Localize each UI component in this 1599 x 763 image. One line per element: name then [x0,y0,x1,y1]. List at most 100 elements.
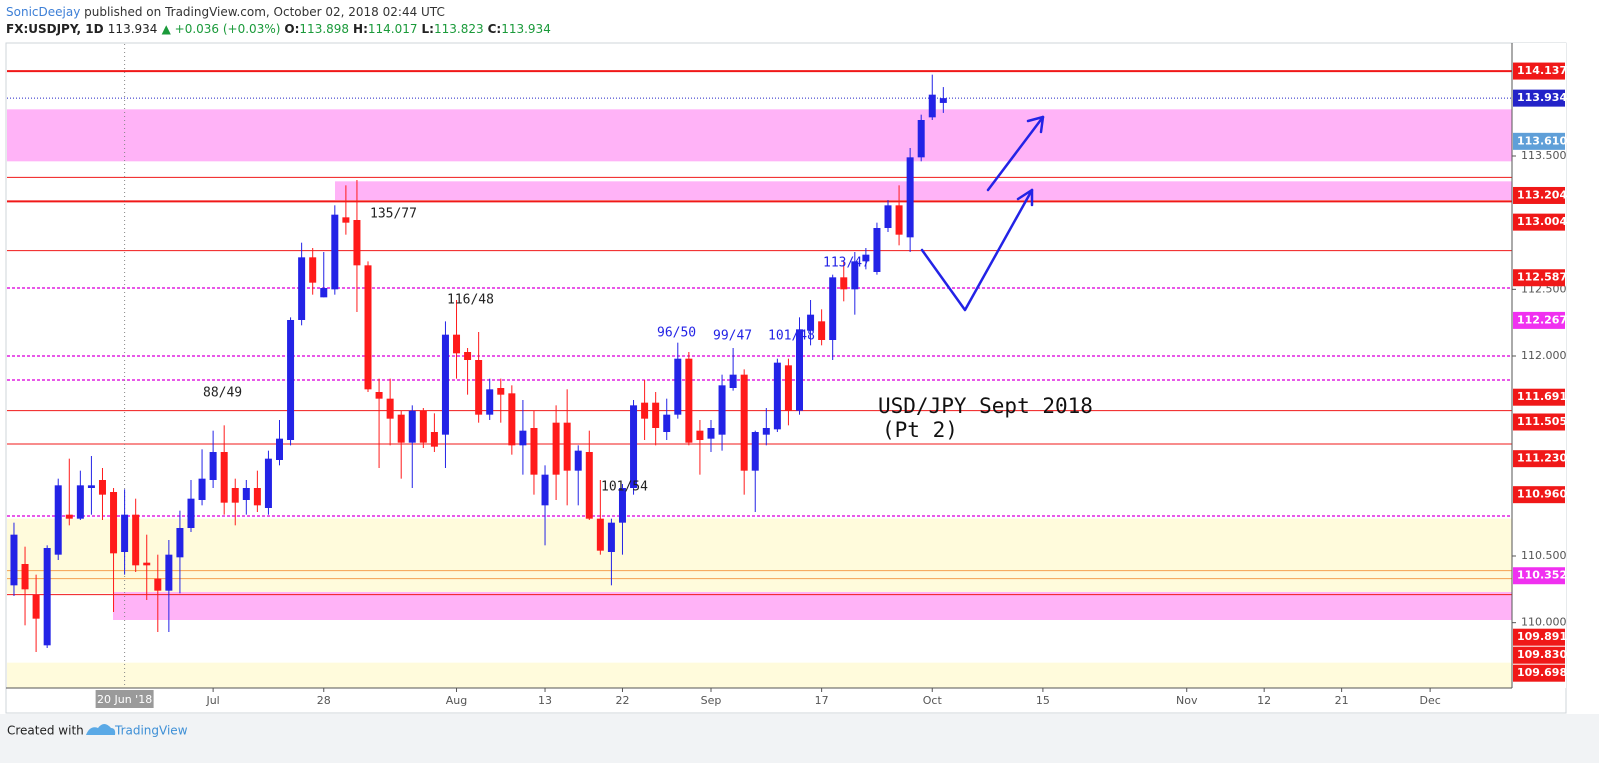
axes: 113.500112.500112.000110.500110.000114.1… [95,43,1567,708]
candle-body [54,485,62,555]
price-label: 111.691 [1517,390,1567,403]
x-tick-label: 15 [1036,694,1050,707]
candle-body [32,594,40,619]
x-tick-label: Nov [1176,694,1198,707]
candle-body [287,320,295,440]
candle-body [729,374,737,388]
candle-body [740,374,748,471]
header-line-1: SonicDeejay published on TradingView.com… [6,5,445,19]
candle-body [275,438,283,460]
x-tick-label: 22 [615,694,629,707]
candle-body [143,562,151,566]
candle-body [696,430,704,440]
price-label-bg [1513,213,1565,231]
candle-body [630,405,638,488]
footer-brand[interactable]: TradingView [114,724,188,738]
candle-body [563,422,571,471]
zone [7,518,1512,594]
y-tick-label: 110.500 [1521,549,1567,562]
candle-body [607,522,615,552]
candle-body [419,410,427,443]
candle-body [165,554,173,591]
candle-body [364,265,372,390]
y-tick-label: 113.500 [1521,149,1567,162]
annotation: 96/50 [657,326,696,341]
candle-body [331,214,339,290]
candle-body [829,277,837,340]
candle-body [110,492,118,554]
price-label-bg [1513,628,1565,646]
change: ▲ +0.036 (+0.03%) [162,22,281,36]
price-label: 110.352 [1517,569,1567,582]
candle-body [121,514,129,552]
candle-body [762,428,770,435]
price-label-bg [1513,664,1565,682]
candle-body [253,488,261,506]
x-tick-label: 13 [538,694,552,707]
price-label: 113.610 [1517,134,1567,147]
crosshair-label-bg [95,690,154,708]
candle-body [298,257,306,320]
published: published on TradingView.com, October 02… [84,5,445,19]
annotation: 116/48 [447,293,494,308]
price-label: 109.830 [1517,648,1567,661]
candle-body [718,385,726,435]
footer-created: Created with [7,724,84,738]
annotation: 101/54 [601,480,648,495]
candle-body [132,514,140,566]
candle-body [209,452,217,480]
price-label: 113.204 [1517,188,1567,201]
candle-body [386,398,394,419]
quote-key: C: [488,22,502,36]
candle-body [939,98,947,103]
price-label: 109.891 [1517,630,1567,643]
candle-body [585,452,593,519]
candle-body [641,402,649,419]
price-label: 110.960 [1517,488,1567,501]
candle-body [596,518,604,551]
candle-body [541,474,549,506]
arrow-up [986,115,1045,192]
quote-value: 113.934 [501,22,551,36]
annotation: 113/47 [823,256,870,271]
price-label-bg [1513,89,1565,107]
quote-key: L: [422,22,434,36]
candle-body [441,334,449,435]
chart-subtitle: (Pt 2) [882,418,958,442]
candle-body [906,157,914,238]
candle-body [408,410,416,443]
price-label-bg [1513,132,1565,150]
candle-body [917,120,925,158]
candle-body [353,220,361,266]
author[interactable]: SonicDeejay [6,5,80,19]
x-tick-label: 17 [815,694,829,707]
candle-body [10,534,18,586]
candle-body [98,480,106,495]
symbol: FX:USDJPY, 1D [6,22,104,36]
quote-value: 113.898 [299,22,349,36]
candle-body [375,392,383,399]
candle-body [840,277,848,290]
candle-body [884,205,892,228]
brand-logo [86,724,116,735]
x-tick-label: Jul [205,694,219,707]
price-label: 114.137 [1517,64,1567,77]
candle-body [176,528,184,558]
candle-body [464,352,472,360]
price-label: 112.267 [1517,313,1567,326]
candle-body [264,458,272,508]
candle-body [818,321,826,340]
price-label: 112.587 [1517,271,1567,284]
candle-body [873,228,881,272]
price-label-bg [1513,567,1565,585]
x-tick-label: Oct [923,694,943,707]
annotation: 99/47 [713,329,752,344]
candle-body [928,94,936,118]
price-label-bg [1513,311,1565,329]
candle-body [342,217,350,223]
x-tick-label: Sep [701,694,722,707]
candle-body [552,422,560,475]
quote-key: H: [353,22,368,36]
